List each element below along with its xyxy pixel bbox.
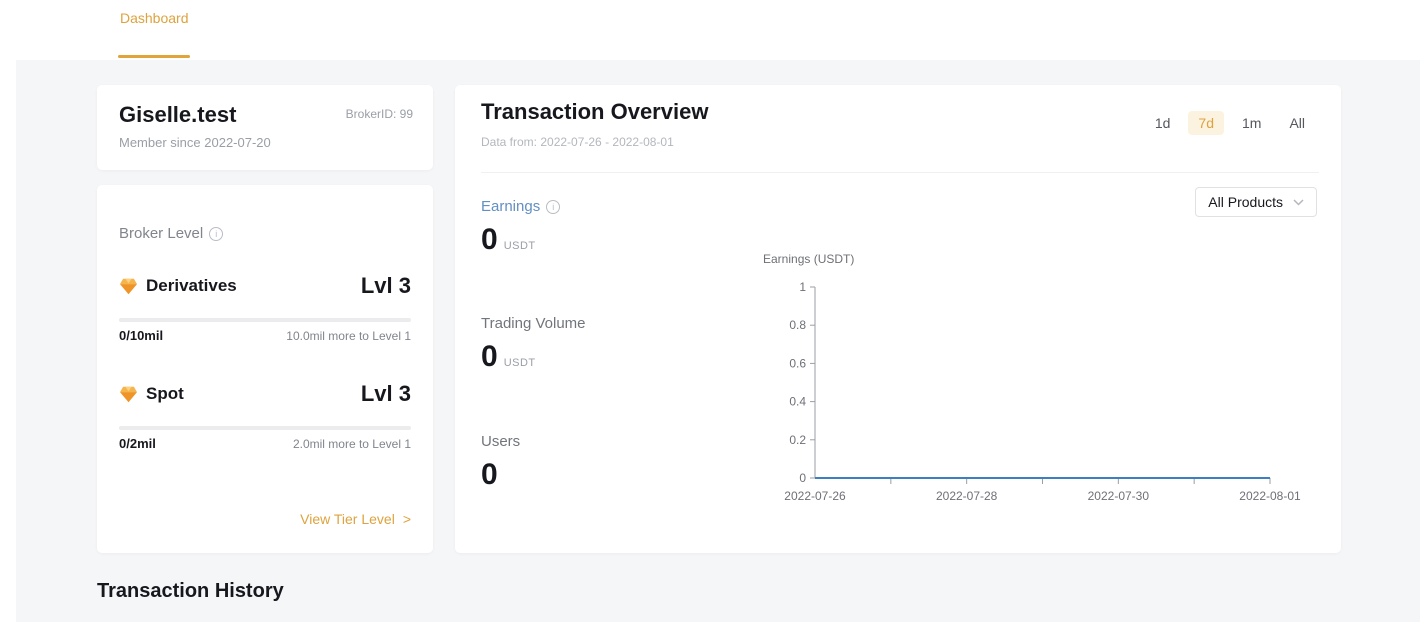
progress-labels: 0/10mil 10.0mil more to Level 1 <box>119 328 411 343</box>
broker-level-label: Broker Level <box>119 225 204 242</box>
svg-text:Earnings (USDT): Earnings (USDT) <box>763 252 854 266</box>
stat-value: 0 <box>481 458 498 491</box>
divider <box>481 172 1319 173</box>
progress-value: 0/10mil <box>119 328 164 343</box>
stat-value: 0 <box>481 340 498 373</box>
product-filter-value: All Products <box>1208 194 1283 210</box>
stat-value: 0 <box>481 223 498 256</box>
tier-derivatives-row: Derivatives Lvl 3 <box>119 273 411 299</box>
stat-label-text: Users <box>481 433 521 450</box>
stat-label-text: Trading Volume <box>481 315 586 332</box>
transaction-history-title: Transaction History <box>97 580 284 602</box>
tier-level-badge: Lvl 3 <box>360 273 411 298</box>
info-icon[interactable] <box>546 199 561 214</box>
transaction-overview-card: Transaction Overview Data from: 2022-07-… <box>455 85 1341 553</box>
broker-level-title: Broker Level <box>119 225 224 242</box>
product-filter-dropdown[interactable]: All Products <box>1195 187 1317 217</box>
stat-earnings-label: Earnings <box>481 198 561 215</box>
svg-text:0.8: 0.8 <box>789 318 806 332</box>
svg-text:2022-07-26: 2022-07-26 <box>784 489 846 503</box>
broker-id: BrokerID: 99 <box>345 107 413 121</box>
range-button-all[interactable]: All <box>1289 115 1305 131</box>
broker-level-card: Broker Level Derivatives Lvl 3 0/10mil 1… <box>97 185 433 553</box>
svg-text:0: 0 <box>799 471 806 485</box>
tab-active-underline <box>118 55 190 58</box>
view-tier-level-label: View Tier Level <box>300 511 395 527</box>
member-since: Member since 2022-07-20 <box>119 135 271 150</box>
stat-earnings: Earnings 0 USDT <box>481 198 561 257</box>
stat-trading-volume-value-row: 0 USDT <box>481 340 586 374</box>
stat-unit: USDT <box>503 240 536 252</box>
stat-unit: USDT <box>503 357 536 369</box>
svg-text:1: 1 <box>799 280 806 294</box>
progress-remaining: 10.0mil more to Level 1 <box>286 329 411 343</box>
overview-date-range: Data from: 2022-07-26 - 2022-08-01 <box>481 135 674 149</box>
range-button-1m[interactable]: 1m <box>1241 115 1262 131</box>
progress-value: 0/2mil <box>119 436 156 451</box>
stat-users-label: Users <box>481 433 520 450</box>
gem-icon <box>120 278 137 294</box>
progress-bar <box>119 426 411 430</box>
profile-card: Giselle.test BrokerID: 99 Member since 2… <box>97 85 433 170</box>
tab-dashboard[interactable]: Dashboard <box>120 10 189 26</box>
range-button-7d[interactable]: 7d <box>1188 111 1224 135</box>
range-button-1d[interactable]: 1d <box>1154 115 1171 131</box>
tier-spot-row: Spot Lvl 3 <box>119 381 411 407</box>
stat-users: Users 0 <box>481 433 520 492</box>
view-tier-level-link[interactable]: View Tier Level > <box>300 511 411 527</box>
chevron-right-icon: > <box>402 511 411 527</box>
stat-trading-volume-label: Trading Volume <box>481 315 586 332</box>
info-icon[interactable] <box>209 226 224 241</box>
earnings-chart: Earnings (USDT) 0 0.2 0.4 0.6 0.8 1 2022-07-26 2… <box>755 245 1335 520</box>
stat-earnings-value-row: 0 USDT <box>481 223 560 257</box>
gem-icon <box>120 386 137 402</box>
svg-text:2022-08-01: 2022-08-01 <box>1239 489 1301 503</box>
tier-name: Spot <box>146 384 184 403</box>
overview-title: Transaction Overview <box>481 99 709 124</box>
svg-text:2022-07-30: 2022-07-30 <box>1088 489 1150 503</box>
broker-name: Giselle.test <box>119 102 237 127</box>
svg-text:2022-07-28: 2022-07-28 <box>936 489 998 503</box>
time-range-selector: 1d 7d 1m All <box>1145 111 1315 135</box>
tier-name: Derivatives <box>146 276 237 295</box>
top-nav-bar: Dashboard <box>0 0 1420 60</box>
svg-text:0.2: 0.2 <box>789 433 806 447</box>
progress-labels: 0/2mil 2.0mil more to Level 1 <box>119 436 411 451</box>
tier-level-badge: Lvl 3 <box>360 381 411 406</box>
stat-users-value-row: 0 <box>481 458 520 492</box>
stat-trading-volume: Trading Volume 0 USDT <box>481 315 586 374</box>
svg-text:0.6: 0.6 <box>789 356 806 370</box>
svg-text:0.4: 0.4 <box>789 395 806 409</box>
chevron-down-icon <box>1293 198 1304 206</box>
progress-remaining: 2.0mil more to Level 1 <box>292 437 411 451</box>
stat-label-text: Earnings <box>481 198 541 215</box>
progress-bar <box>119 318 411 322</box>
